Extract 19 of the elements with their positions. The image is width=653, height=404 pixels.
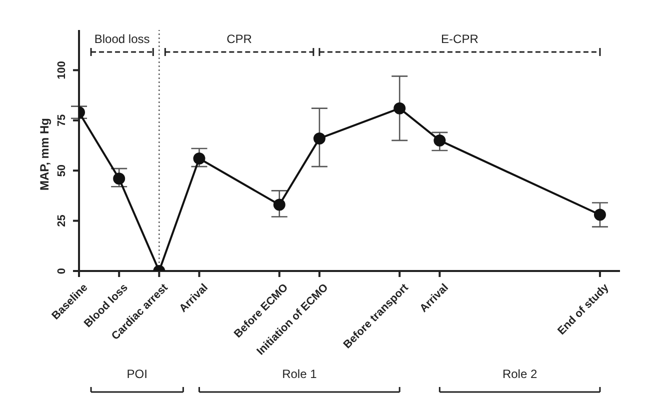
point bbox=[434, 134, 446, 146]
y-axis-title: MAP, mm Hg bbox=[37, 118, 52, 190]
text: Role 2 bbox=[502, 367, 538, 381]
y-tick-label: 100 bbox=[56, 60, 68, 80]
y-tick-label: 50 bbox=[56, 164, 68, 177]
point bbox=[113, 172, 126, 185]
point bbox=[594, 208, 606, 221]
annotation: Blood loss bbox=[94, 32, 150, 46]
annotation: E-CPR bbox=[441, 32, 479, 46]
y-tick-label: 25 bbox=[56, 214, 68, 227]
annotation: CPR bbox=[226, 32, 252, 46]
text: Role 1 bbox=[282, 367, 318, 381]
y-tick-label: 0 bbox=[56, 268, 68, 274]
point bbox=[193, 152, 206, 165]
point bbox=[313, 132, 326, 144]
text: POI bbox=[126, 367, 148, 381]
y-tick-label: 75 bbox=[56, 114, 68, 126]
point bbox=[394, 102, 406, 114]
point bbox=[273, 198, 286, 211]
